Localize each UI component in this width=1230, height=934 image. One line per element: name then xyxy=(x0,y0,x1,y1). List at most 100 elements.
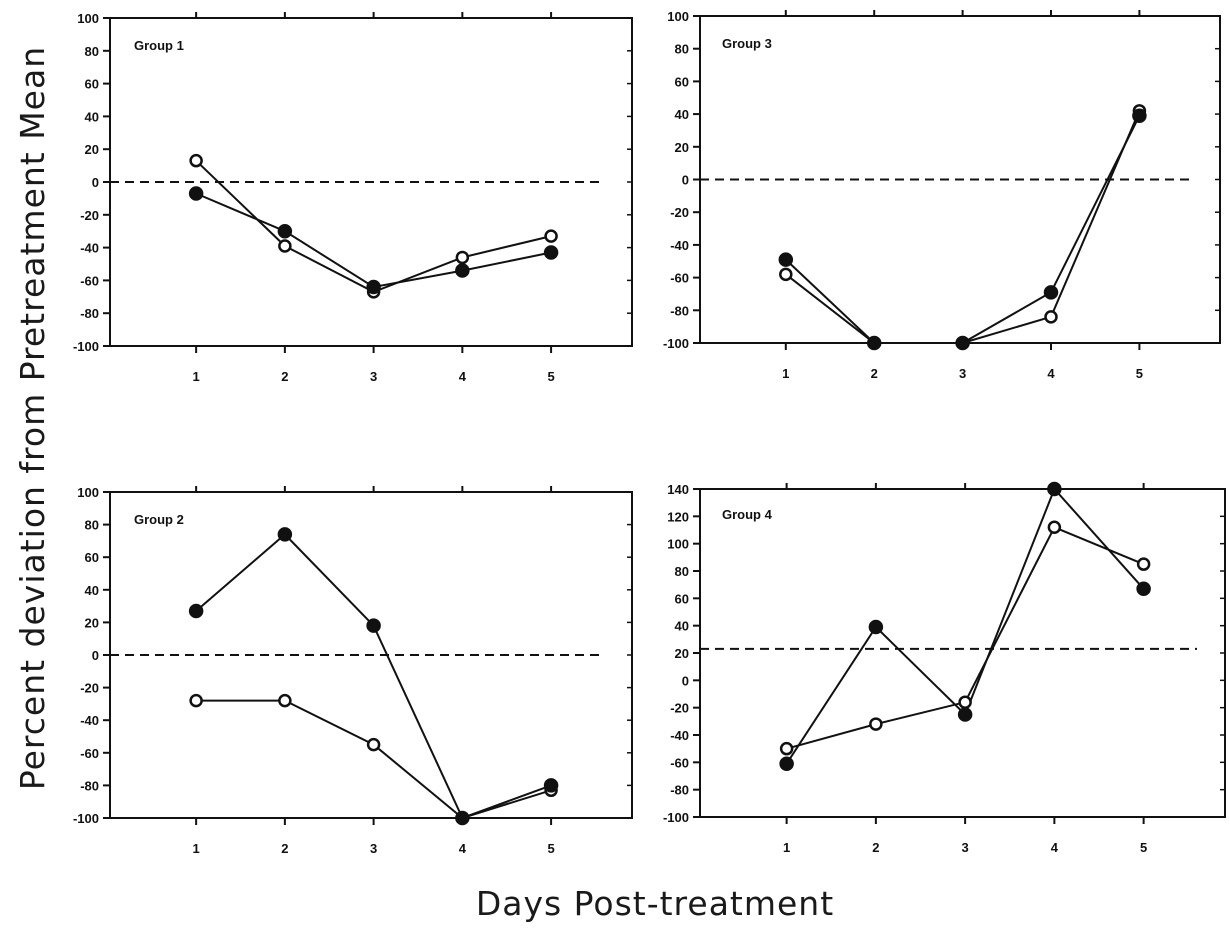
y-tick-label: 20 xyxy=(85,142,99,157)
data-point-filled xyxy=(368,620,380,632)
data-point-open xyxy=(191,695,202,706)
y-tick-label: -20 xyxy=(80,208,99,223)
y-tick-label: 100 xyxy=(77,11,99,26)
y-tick-label: -100 xyxy=(663,336,689,351)
x-axis-title: Days Post-treatment xyxy=(476,884,834,923)
x-tick-label: 3 xyxy=(962,840,969,855)
data-point-filled xyxy=(1045,286,1057,298)
y-tick-label: -80 xyxy=(670,783,689,798)
data-point-filled xyxy=(780,254,792,266)
y-tick-label: -60 xyxy=(80,746,99,761)
y-tick-label: -60 xyxy=(670,755,689,770)
data-point-open xyxy=(368,739,379,750)
series-line-filled xyxy=(196,194,551,288)
data-point-filled xyxy=(1133,110,1145,122)
data-point-open xyxy=(1046,311,1057,322)
y-tick-label: 40 xyxy=(675,619,689,634)
y-tick-label: -20 xyxy=(670,701,689,716)
x-tick-label: 1 xyxy=(193,369,200,384)
series-line-open xyxy=(196,161,551,292)
panel-label: Group 2 xyxy=(134,512,184,527)
panel-group-3: -100 -80 -60 -40 -20 0 20 40 60 80 100 1 2 3 4 5 Group 3 xyxy=(663,9,1220,381)
y-tick-label: -80 xyxy=(670,303,689,318)
series-line-open xyxy=(196,701,551,818)
x-tick-label: 2 xyxy=(281,369,288,384)
data-point-filled xyxy=(1138,583,1150,595)
x-tick-label: 1 xyxy=(782,366,789,381)
data-point-open xyxy=(1049,522,1060,533)
y-tick-label: 60 xyxy=(85,550,99,565)
data-point-open xyxy=(1138,559,1149,570)
panel-group-1: -100 -80 -60 -40 -20 0 20 40 60 80 100 1 2 3 4 5 Group 1 xyxy=(73,11,632,384)
y-tick-label: -80 xyxy=(80,778,99,793)
x-tick-label: 5 xyxy=(547,369,554,384)
x-tick-label: 1 xyxy=(193,841,200,856)
y-tick-label: 100 xyxy=(667,9,689,24)
y-tick-label: -20 xyxy=(670,205,689,220)
x-tick-label: 1 xyxy=(783,840,790,855)
data-point-filled xyxy=(279,528,291,540)
data-point-open xyxy=(457,252,468,263)
y-tick-label: 120 xyxy=(667,509,689,524)
series-line-filled xyxy=(787,489,1144,764)
y-tick-label: 80 xyxy=(675,564,689,579)
x-tick-label: 5 xyxy=(1136,366,1143,381)
panel-label: Group 3 xyxy=(722,36,772,51)
panel-label: Group 4 xyxy=(722,507,773,522)
data-point-filled xyxy=(545,247,557,259)
x-tick-label: 4 xyxy=(1051,840,1059,855)
data-point-filled xyxy=(545,779,557,791)
y-tick-label: -60 xyxy=(670,271,689,286)
data-point-open xyxy=(546,231,557,242)
y-tick-label: 20 xyxy=(675,140,689,155)
y-tick-label: 100 xyxy=(667,537,689,552)
y-tick-label: 60 xyxy=(85,77,99,92)
x-tick-label: 2 xyxy=(872,840,879,855)
data-point-open xyxy=(870,719,881,730)
y-tick-label: 80 xyxy=(85,518,99,533)
series-line-open xyxy=(786,111,1140,343)
y-tick-label: -100 xyxy=(73,339,99,354)
data-point-filled xyxy=(781,758,793,770)
panel-group-2: -100 -80 -60 -40 -20 0 20 40 60 80 100 1 2 3 4 5 Group 2 xyxy=(73,485,632,856)
x-tick-label: 5 xyxy=(547,841,554,856)
data-point-open xyxy=(780,269,791,280)
x-tick-label: 2 xyxy=(871,366,878,381)
y-tick-label: -40 xyxy=(670,238,689,253)
panel-group-4: -100 -80 -60 -40 -20 0 20 40 60 80 100 120 140 1 2 3 4 5 G… xyxy=(663,482,1225,855)
y-tick-label: 0 xyxy=(682,673,689,688)
y-tick-label: 20 xyxy=(85,615,99,630)
x-tick-label: 4 xyxy=(459,841,467,856)
data-point-filled xyxy=(1048,483,1060,495)
x-tick-label: 4 xyxy=(1047,366,1055,381)
series-line-filled xyxy=(786,116,1140,343)
y-tick-label: 60 xyxy=(675,591,689,606)
x-tick-label: 3 xyxy=(370,369,377,384)
data-point-filled xyxy=(957,337,969,349)
y-tick-label: -40 xyxy=(80,713,99,728)
data-point-open xyxy=(279,240,290,251)
x-tick-label: 5 xyxy=(1140,840,1147,855)
data-point-open xyxy=(960,697,971,708)
x-tick-label: 4 xyxy=(459,369,467,384)
data-point-open xyxy=(191,155,202,166)
y-tick-label: 0 xyxy=(92,648,99,663)
data-point-filled xyxy=(456,812,468,824)
data-point-filled xyxy=(190,187,202,199)
data-point-filled xyxy=(868,337,880,349)
y-tick-label: 20 xyxy=(675,646,689,661)
x-tick-label: 3 xyxy=(370,841,377,856)
data-point-filled xyxy=(870,621,882,633)
y-tick-label: -60 xyxy=(80,273,99,288)
data-point-open xyxy=(781,743,792,754)
data-point-filled xyxy=(279,225,291,237)
y-tick-label: 40 xyxy=(85,583,99,598)
plot-frame xyxy=(700,489,1225,817)
data-point-filled xyxy=(368,281,380,293)
y-tick-label: 80 xyxy=(85,44,99,59)
data-point-filled xyxy=(959,709,971,721)
y-tick-label: 0 xyxy=(92,175,99,190)
y-tick-label: -20 xyxy=(80,681,99,696)
data-point-filled xyxy=(190,605,202,617)
y-tick-label: 100 xyxy=(77,485,99,500)
